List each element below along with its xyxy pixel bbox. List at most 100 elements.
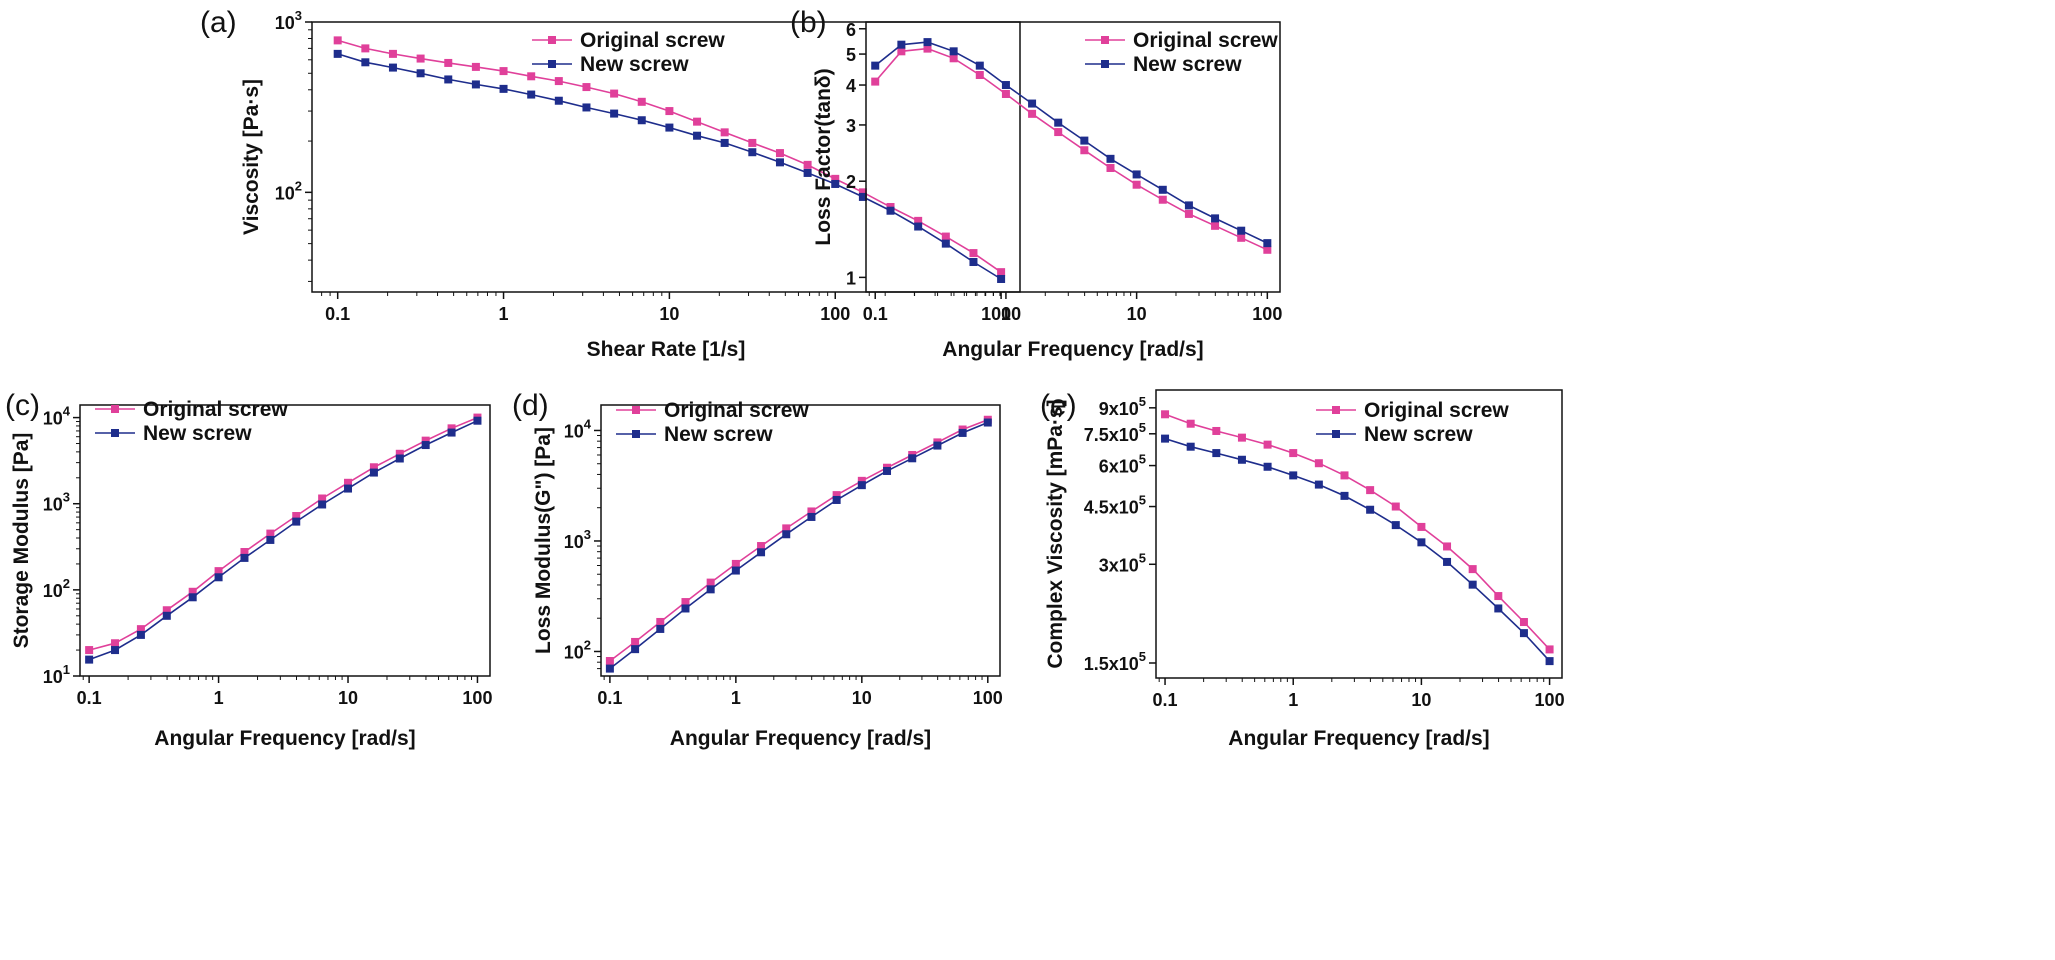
data-point-new [318, 500, 327, 509]
legend-label-original: Original screw [580, 29, 725, 52]
data-point-new [527, 90, 536, 99]
data-point-new [631, 645, 640, 654]
data-point-original [1106, 163, 1115, 172]
series-line-original [874, 47, 1268, 251]
legend-label-new: New screw [580, 53, 689, 76]
data-point-original [395, 449, 404, 458]
data-point-new [871, 61, 880, 70]
data-point-new [1054, 118, 1063, 127]
data-point-new [807, 512, 816, 521]
data-point-original [1391, 502, 1400, 511]
data-point-new [1289, 471, 1298, 480]
legend-marker-original [1332, 406, 1340, 414]
x-tick-label: 10 [1127, 304, 1147, 324]
panel-label: (e) [1040, 389, 1077, 422]
x-tick-label: 0.1 [77, 688, 102, 708]
data-point-new [1314, 480, 1323, 489]
data-point-new [720, 138, 729, 147]
data-point-new [1186, 442, 1195, 451]
y-axis-title: Complex Viscosity [mPa·s] [1044, 399, 1067, 668]
data-point-new [188, 593, 197, 602]
y-axis-title: Viscosity [Pa·s] [240, 79, 263, 235]
data-point-new [1263, 239, 1272, 248]
data-point-new [923, 38, 932, 47]
data-point-original [858, 188, 867, 197]
legend-marker-new [1332, 430, 1340, 438]
panel-label: (c) [5, 389, 40, 422]
data-point-original [949, 54, 958, 63]
y-axis-title: Loss Factor(tanδ) [812, 68, 835, 245]
data-point-new [681, 604, 690, 613]
y-tick-label: 4 [846, 76, 856, 96]
data-point-original [923, 44, 932, 53]
y-tick-label: 104 [43, 404, 71, 429]
x-axis-title: Angular Frequency [rad/s] [1228, 727, 1489, 750]
y-tick-label: 4.5x105 [1084, 493, 1146, 518]
plot-frame [1155, 389, 1563, 679]
data-point-new [610, 109, 619, 118]
data-point-new [782, 530, 791, 539]
data-point-original [527, 72, 536, 81]
data-point-new [693, 131, 702, 140]
data-point-new [757, 548, 766, 557]
data-point-new [136, 630, 145, 639]
data-point-original [266, 529, 275, 538]
x-tick-label: 1 [214, 688, 224, 708]
data-point-new [997, 274, 1006, 283]
y-tick-label: 5 [846, 45, 856, 65]
data-point-new [665, 123, 674, 132]
legend-marker-new [111, 429, 119, 437]
data-point-original [997, 268, 1006, 277]
y-tick-label: 104 [564, 416, 592, 441]
data-point-original [1494, 592, 1503, 601]
data-point-original [693, 117, 702, 126]
data-point-original [582, 83, 591, 92]
data-point-new [969, 258, 978, 267]
chart-panel-e: 0.1 1 10 100 1.5x105 3x105 4.5x105 6x105 7.5x105… [1040, 389, 1565, 750]
data-point-original [1237, 233, 1246, 242]
data-point-new [1132, 170, 1141, 179]
data-point-new [949, 47, 958, 56]
data-point-new [1340, 491, 1349, 500]
panel-label: (d) [512, 389, 549, 422]
x-tick-label: 10 [852, 688, 872, 708]
x-tick-label: 10 [659, 304, 679, 324]
data-point-new [1237, 455, 1246, 464]
data-point-original [748, 138, 757, 147]
data-point-original [1132, 180, 1141, 189]
data-point-new [803, 168, 812, 177]
data-point-original [1366, 486, 1375, 495]
data-point-new [1468, 580, 1477, 589]
data-point-new [582, 103, 591, 112]
x-tick-label: 0.1 [597, 688, 622, 708]
panel-label: (b) [790, 6, 827, 39]
data-point-original [318, 494, 327, 503]
chart-panel-c: 0.1 1 10 100 101 102 103 104 Angular Frequency [… [5, 389, 492, 750]
legend-label-original: Original screw [1133, 29, 1278, 52]
plot-frame [311, 21, 1021, 293]
data-point-original [471, 62, 480, 71]
x-tick-label: 100 [1252, 304, 1282, 324]
data-point-new [471, 80, 480, 89]
x-tick-label: 1 [1288, 690, 1298, 710]
data-point-original [1340, 471, 1349, 480]
data-point-original [1184, 209, 1193, 218]
data-point-new [858, 192, 867, 201]
y-tick-label: 1 [846, 268, 856, 288]
data-point-original [1443, 542, 1452, 551]
data-point-original [803, 160, 812, 169]
data-point-original [240, 548, 249, 557]
y-tick-label: 9x105 [1099, 394, 1146, 419]
y-tick-label: 7.5x105 [1084, 420, 1146, 445]
y-tick-label: 102 [564, 637, 591, 662]
data-point-original [416, 54, 425, 63]
data-point-original [1417, 522, 1426, 531]
data-point-original [871, 77, 880, 86]
legend-label-new: New screw [143, 422, 252, 445]
data-point-original [333, 36, 342, 45]
data-point-new [395, 454, 404, 463]
data-point-original [706, 578, 715, 587]
